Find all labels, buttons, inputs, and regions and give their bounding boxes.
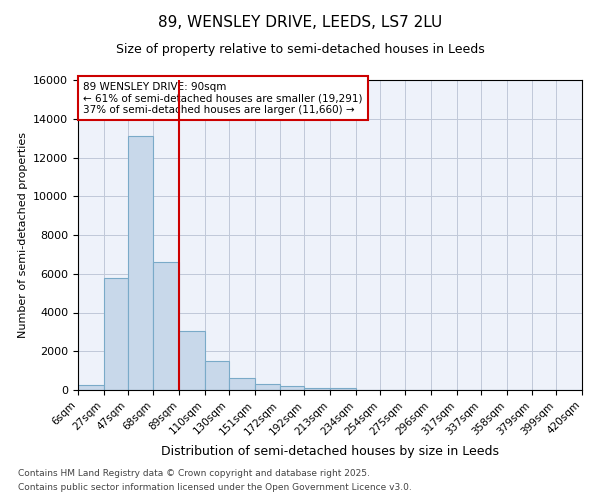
Bar: [128, 136, 154, 390]
Bar: [254, 384, 280, 390]
Bar: [205, 362, 229, 390]
Bar: [330, 388, 356, 390]
Bar: [304, 388, 330, 390]
Bar: [154, 262, 179, 390]
Text: 89 WENSLEY DRIVE: 90sqm
← 61% of semi-detached houses are smaller (19,291)
37% o: 89 WENSLEY DRIVE: 90sqm ← 61% of semi-de…: [83, 82, 362, 115]
Text: Size of property relative to semi-detached houses in Leeds: Size of property relative to semi-detach…: [116, 42, 484, 56]
Bar: [280, 386, 304, 390]
Bar: [104, 278, 128, 390]
Bar: [78, 385, 104, 390]
Text: Contains HM Land Registry data © Crown copyright and database right 2025.: Contains HM Land Registry data © Crown c…: [18, 468, 370, 477]
Bar: [179, 331, 205, 390]
Bar: [229, 378, 254, 390]
Text: Contains public sector information licensed under the Open Government Licence v3: Contains public sector information licen…: [18, 484, 412, 492]
X-axis label: Distribution of semi-detached houses by size in Leeds: Distribution of semi-detached houses by …: [161, 445, 499, 458]
Y-axis label: Number of semi-detached properties: Number of semi-detached properties: [17, 132, 28, 338]
Text: 89, WENSLEY DRIVE, LEEDS, LS7 2LU: 89, WENSLEY DRIVE, LEEDS, LS7 2LU: [158, 15, 442, 30]
